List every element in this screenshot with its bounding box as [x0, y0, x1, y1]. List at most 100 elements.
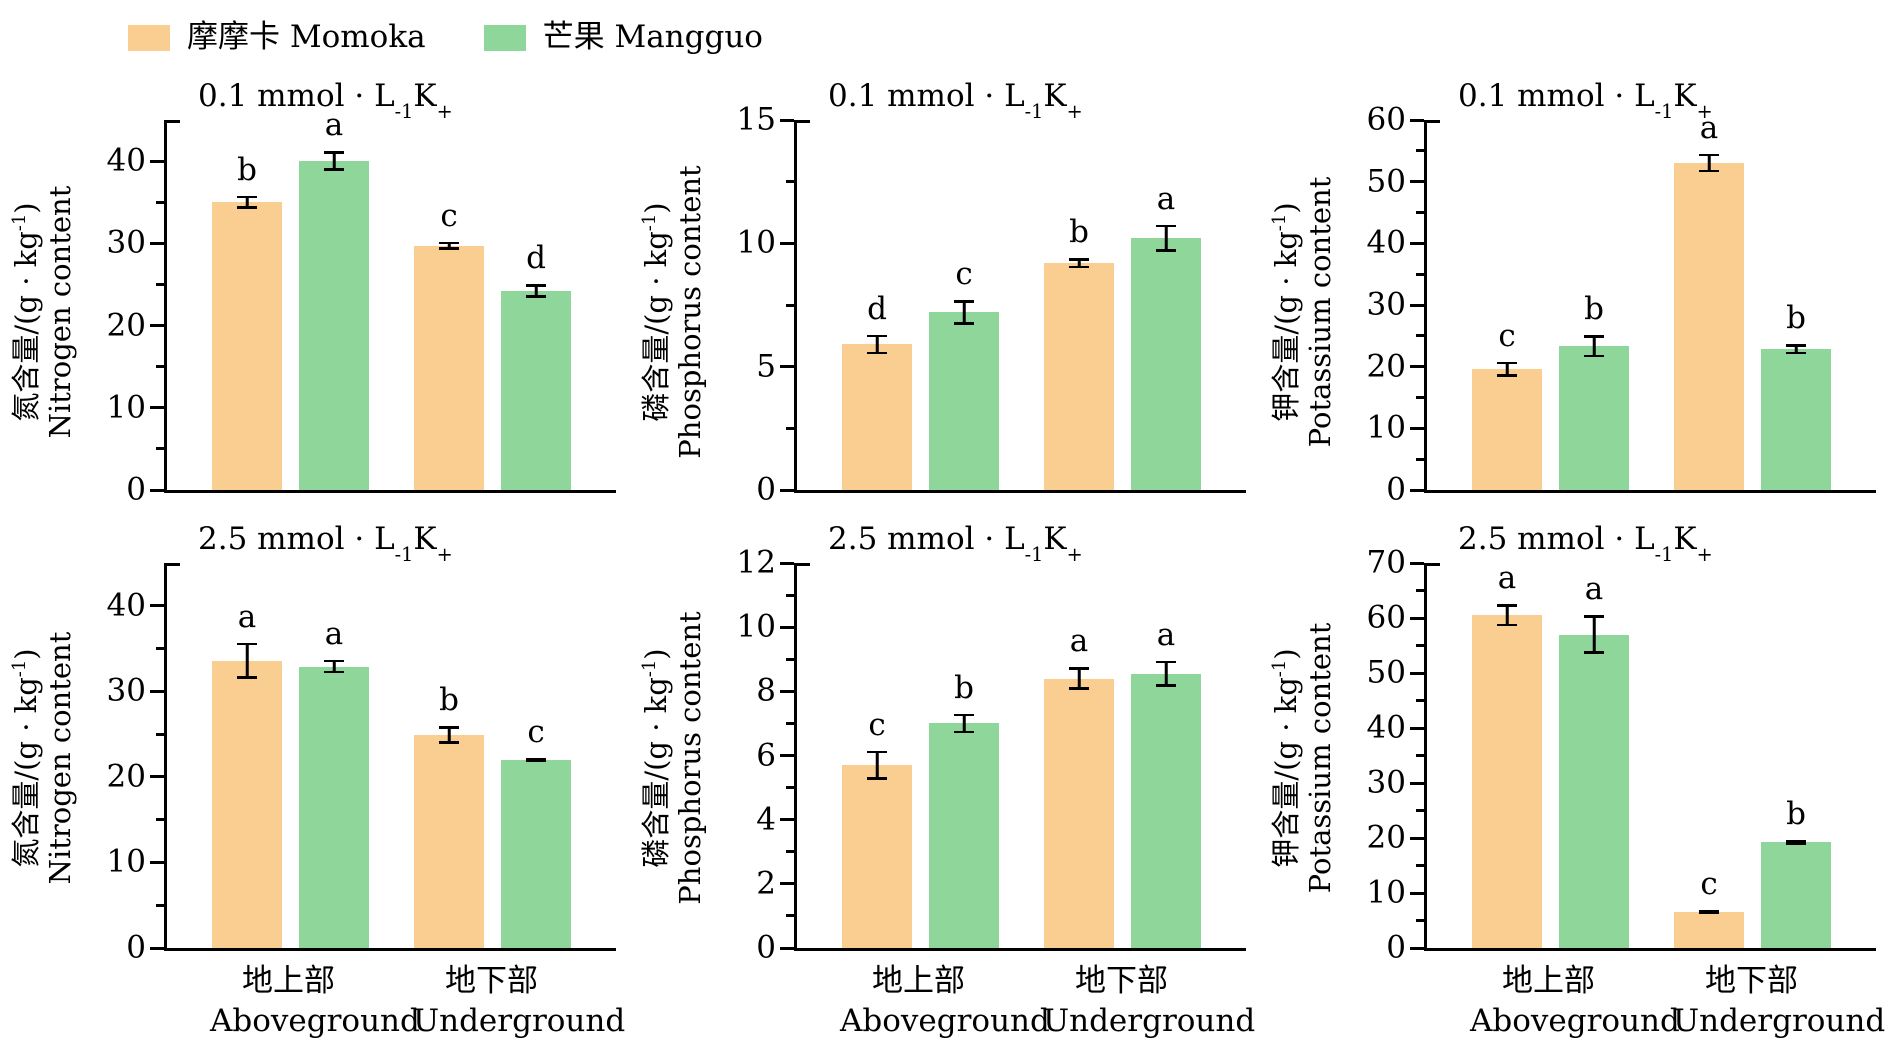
bar-mangguo-aboveground [1559, 346, 1629, 490]
sig-letter-momoka-underground: a [1699, 109, 1719, 146]
bar-mangguo-underground [1761, 842, 1831, 948]
barwrap-momoka-underground: c [1674, 868, 1744, 948]
y-minor-tick-25 [156, 282, 164, 286]
y-tick-50 [1410, 180, 1424, 184]
y-tick-label-10: 10 [106, 389, 146, 426]
y-tick-10 [150, 860, 164, 864]
sig-letter-mangguo-aboveground: a [324, 615, 344, 652]
sig-letter-momoka-underground: c [1700, 865, 1718, 902]
y-tick-40 [150, 604, 164, 608]
y-axis-label-en: Potassium content [1303, 176, 1337, 448]
y-tick-label-10: 10 [736, 224, 776, 261]
plot-area: 0 10 20 30 40 50 60 70 a a c b [1367, 547, 1876, 963]
sig-letter-momoka-aboveground: d [867, 290, 887, 327]
sig-letter-mangguo-underground: a [1156, 180, 1176, 217]
bar-mangguo-underground [501, 759, 571, 948]
y-tick-10 [780, 241, 794, 245]
y-minor-tick-1 [786, 914, 794, 918]
x-category-zh: 地下部 [1705, 963, 1798, 1000]
y-tick-10 [1410, 891, 1424, 895]
plot-area: 0 5 10 15 d c b a [737, 104, 1246, 505]
y-tick-label-10: 10 [1366, 409, 1406, 446]
panel-title: 2.5 mmol · L -1 K + [1458, 521, 1713, 566]
panel-title: 2.5 mmol · L -1 K + [828, 521, 1083, 566]
y-tick-label-0: 0 [756, 929, 776, 966]
y-minor-tick-55 [1416, 149, 1424, 153]
x-category-label-aboveground: 地上部 Aboveground [840, 962, 1050, 1044]
y-axis-label-zh: 磷含量/(g · kg-1) [638, 648, 673, 868]
y-tick-label-70: 70 [1366, 544, 1406, 581]
y-minor-tick-5 [1416, 457, 1424, 461]
panel-nitrogen-0.1: 氮含量/(g · kg-1) Nitrogen content 0.1 mmol ·… [0, 72, 630, 515]
x-category-label-underground: 地下部 Underground [413, 962, 626, 1044]
error-bar-momoka-aboveground [1497, 361, 1517, 377]
barwrap-momoka-aboveground: b [212, 154, 282, 490]
y-axis-label-en: Potassium content [1303, 622, 1337, 894]
bar-momoka-aboveground [1472, 615, 1542, 948]
x-category-en: Aboveground [210, 1003, 420, 1039]
plot-outer: 0 10 20 30 40 a a b c [86, 563, 630, 963]
y-tick-20 [1410, 365, 1424, 369]
bar-momoka-underground [1044, 678, 1114, 948]
legend-item-mangguo: 芒果 Mangguo [483, 22, 763, 53]
y-tick-label-60: 60 [1366, 101, 1406, 138]
y-minor-tick-35 [156, 647, 164, 651]
sig-letter-mangguo-underground: b [1786, 796, 1806, 833]
plot-outer: 0 10 20 30 40 50 60 c b a b [1346, 104, 1890, 505]
y-minor-tick-15 [156, 818, 164, 822]
panel-title: 0.1 mmol · L -1 K + [1458, 78, 1713, 123]
y-tick-label-50: 50 [1366, 163, 1406, 200]
x-category-en: Underground [413, 1003, 626, 1039]
barwrap-mangguo-aboveground: a [299, 618, 369, 948]
y-axis-label-text: 磷含量/(g · kg-1) Phosphorus content [639, 611, 707, 904]
y-axis-label-zh: 氮含量/(g · kg-1) [8, 202, 43, 422]
x-category-label-aboveground: 地上部 Aboveground [1470, 962, 1680, 1044]
y-minor-tick-2.5 [786, 426, 794, 430]
y-tick-10 [1410, 426, 1424, 430]
y-minor-tick-45 [1416, 211, 1424, 214]
panel-potassium-0.1: 钾含量/(g · kg-1) Potassium content 0.1 mmol … [1260, 72, 1890, 515]
y-tick-2 [780, 882, 794, 886]
y-tick-10 [780, 625, 794, 629]
barwrap-momoka-aboveground: a [212, 601, 282, 948]
panel-grid: 氮含量/(g · kg-1) Nitrogen content 0.1 mmol ·… [0, 72, 1890, 1044]
y-axis-label-zh: 氮含量/(g · kg-1) [8, 648, 43, 868]
y-tick-0 [780, 488, 794, 492]
x-category-en: Underground [1673, 1003, 1886, 1039]
y-axis-label: 钾含量/(g · kg-1) Potassium content [1260, 120, 1346, 504]
sig-letter-momoka-aboveground: b [237, 151, 257, 188]
x-category-label-aboveground: 地上部 Aboveground [210, 962, 420, 1044]
y-minor-tick-55 [1416, 644, 1424, 647]
bar-momoka-aboveground [212, 660, 282, 948]
y-tick-label-40: 40 [1366, 709, 1406, 746]
y-tick-label-0: 0 [126, 929, 146, 966]
bar-mangguo-aboveground [299, 161, 369, 490]
plot-area: 0 2 4 6 8 10 12 c b a a [737, 547, 1246, 963]
y-tick-label-8: 8 [756, 672, 776, 709]
error-bar-mangguo-underground [1786, 840, 1806, 845]
y-tick-0 [1410, 488, 1424, 492]
y-tick-label-10: 10 [1366, 874, 1406, 911]
bar-mangguo-underground [501, 291, 571, 490]
y-minor-tick-25 [1416, 334, 1424, 338]
bar-mangguo-underground [1131, 673, 1201, 948]
legend: 摩摩卡 Momoka 芒果 Mangguo [128, 22, 763, 53]
y-minor-tick-12.5 [786, 180, 794, 184]
bar-mangguo-aboveground [929, 723, 999, 948]
y-minor-tick-5 [156, 447, 164, 451]
y-tick-label-30: 30 [106, 224, 146, 261]
y-axis-label-text: 氮含量/(g · kg-1) Nitrogen content [9, 186, 77, 439]
y-axis-label-en: Phosphorus content [673, 165, 707, 459]
sig-letter-momoka-underground: c [440, 197, 458, 234]
y-tick-label-20: 20 [106, 758, 146, 795]
y-tick-label-30: 30 [106, 672, 146, 709]
barwrap-mangguo-underground: a [1131, 619, 1201, 948]
y-tick-label-40: 40 [106, 142, 146, 179]
x-axis-labels: 地上部 Aboveground 地下部 Underground [1346, 962, 1890, 1044]
